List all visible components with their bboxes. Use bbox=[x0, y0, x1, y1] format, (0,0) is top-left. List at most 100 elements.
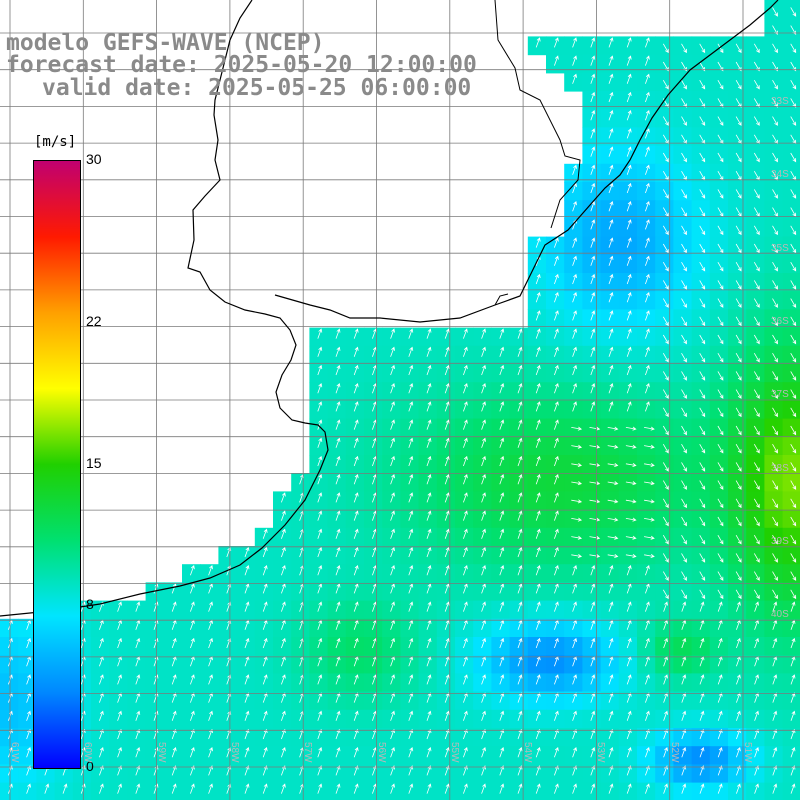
wind-arrow bbox=[262, 747, 268, 758]
wind-arrow bbox=[644, 553, 655, 558]
wind-arrow bbox=[281, 546, 286, 558]
wind-arrow bbox=[699, 225, 706, 236]
wind-arrow bbox=[463, 747, 468, 758]
wind-arrow bbox=[717, 765, 723, 776]
wind-arrow bbox=[717, 534, 724, 545]
wind-arrow bbox=[117, 765, 122, 776]
wind-arrow bbox=[717, 189, 724, 199]
wind-arrow bbox=[408, 546, 414, 558]
wind-arrow bbox=[626, 164, 632, 175]
wind-arrow bbox=[208, 765, 213, 776]
wind-arrow bbox=[571, 481, 583, 486]
wind-arrow bbox=[499, 565, 505, 576]
wind-arrow bbox=[717, 298, 724, 308]
wind-arrow bbox=[717, 637, 723, 649]
wind-arrow bbox=[353, 455, 359, 467]
wind-arrow bbox=[281, 510, 286, 521]
wind-arrow bbox=[754, 747, 759, 758]
wind-arrow bbox=[481, 747, 486, 758]
wind-arrow bbox=[753, 516, 760, 527]
wind-arrow bbox=[535, 328, 541, 339]
wind-arrow bbox=[463, 637, 468, 649]
wind-arrow bbox=[717, 480, 724, 490]
wind-arrow bbox=[26, 765, 31, 776]
wind-arrow bbox=[662, 407, 669, 418]
wind-arrow bbox=[790, 189, 797, 199]
wind-arrow bbox=[699, 98, 706, 108]
wind-arrow bbox=[317, 583, 323, 594]
wind-arrow bbox=[790, 316, 797, 327]
wind-arrow bbox=[554, 783, 559, 794]
wind-arrow bbox=[754, 674, 759, 685]
wind-arrow bbox=[554, 710, 559, 721]
latitude-label: 39S bbox=[771, 535, 789, 547]
wind-arrow bbox=[735, 589, 742, 600]
wind-arrow bbox=[262, 565, 268, 576]
wind-arrow bbox=[590, 601, 596, 612]
wind-arrow bbox=[481, 328, 486, 339]
wind-arrow bbox=[790, 516, 797, 527]
speed-cell bbox=[782, 582, 800, 602]
wind-arrow bbox=[535, 528, 541, 539]
wind-arrow bbox=[590, 565, 596, 576]
wind-arrow bbox=[517, 328, 523, 339]
wind-arrow bbox=[790, 407, 797, 418]
wind-arrow bbox=[281, 492, 286, 503]
wind-arrow bbox=[426, 474, 432, 485]
wind-arrow bbox=[625, 535, 637, 540]
wind-arrow bbox=[554, 437, 559, 448]
latitude-label: 35S bbox=[771, 242, 789, 254]
wind-arrow bbox=[608, 601, 614, 612]
wind-arrow bbox=[426, 728, 432, 740]
wind-arrow bbox=[26, 783, 31, 794]
wind-arrow bbox=[317, 437, 323, 448]
wind-arrow bbox=[681, 462, 687, 472]
wind-arrow bbox=[790, 352, 797, 363]
wind-arrow bbox=[772, 316, 778, 327]
speed-cell bbox=[782, 109, 800, 128]
wind-arrow bbox=[681, 534, 687, 545]
wind-arrow bbox=[444, 637, 450, 649]
wind-arrow bbox=[645, 601, 650, 612]
wind-arrow bbox=[426, 346, 432, 357]
wind-arrow bbox=[772, 443, 778, 454]
wind-arrow bbox=[390, 346, 395, 357]
wind-arrow bbox=[444, 401, 450, 412]
wind-arrow bbox=[481, 546, 486, 558]
wind-arrow bbox=[571, 499, 583, 504]
wind-arrow bbox=[681, 407, 687, 418]
wind-arrow bbox=[626, 91, 632, 103]
wind-arrow bbox=[335, 346, 341, 357]
wind-arrow bbox=[790, 280, 797, 290]
wind-arrow bbox=[754, 637, 759, 649]
wind-arrow bbox=[626, 182, 632, 194]
wind-arrow bbox=[736, 783, 741, 794]
wind-arrow bbox=[790, 389, 797, 399]
wind-arrow bbox=[608, 765, 614, 776]
wind-arrow bbox=[735, 425, 742, 436]
wind-arrow bbox=[408, 383, 414, 394]
wind-arrow bbox=[772, 534, 778, 545]
wind-arrow bbox=[554, 419, 559, 430]
wind-arrow bbox=[335, 783, 341, 794]
wind-arrow bbox=[317, 565, 323, 576]
speed-cell bbox=[782, 345, 800, 365]
wind-arrow bbox=[281, 583, 286, 594]
wind-arrow bbox=[589, 426, 601, 431]
wind-arrow bbox=[717, 783, 723, 794]
wind-arrow bbox=[717, 710, 723, 721]
wind-arrow bbox=[772, 674, 778, 685]
speed-cell bbox=[782, 473, 800, 492]
wind-arrow bbox=[499, 765, 505, 776]
wind-arrow bbox=[463, 528, 468, 539]
colorbar-tick-label: 15 bbox=[86, 454, 102, 471]
wind-arrow bbox=[535, 765, 541, 776]
wind-arrow bbox=[335, 328, 341, 339]
wind-arrow bbox=[607, 481, 619, 486]
wind-arrow bbox=[463, 419, 468, 430]
wind-arrow bbox=[463, 474, 468, 485]
wind-arrow bbox=[463, 583, 468, 594]
wind-arrow bbox=[753, 589, 760, 600]
wind-arrow bbox=[463, 565, 468, 576]
